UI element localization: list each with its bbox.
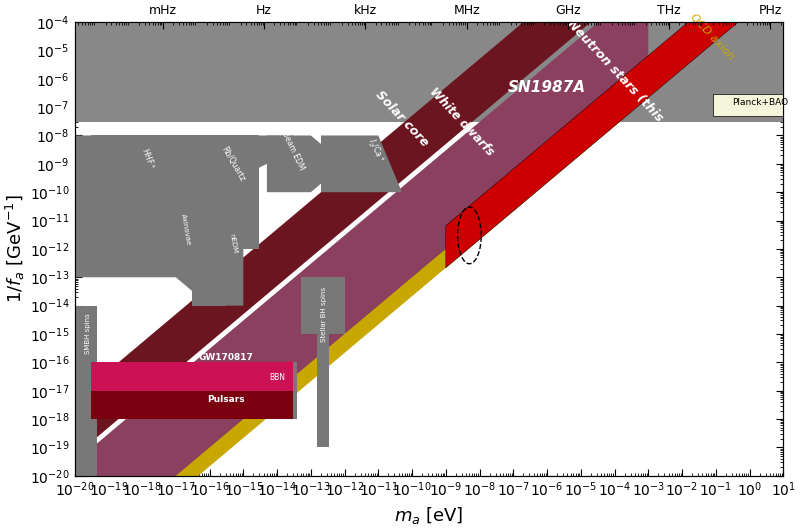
Polygon shape — [158, 136, 293, 192]
Polygon shape — [74, 17, 783, 504]
Polygon shape — [74, 363, 298, 419]
Text: HHF$^+$: HHF$^+$ — [138, 146, 158, 172]
Polygon shape — [74, 306, 97, 419]
Text: Planck+BAO: Planck+BAO — [732, 98, 788, 107]
Polygon shape — [267, 136, 345, 192]
Text: Axinovae: Axinovae — [180, 213, 192, 245]
Text: SMBH spins: SMBH spins — [85, 314, 91, 355]
Polygon shape — [74, 419, 97, 476]
Text: Pulsars: Pulsars — [207, 395, 245, 404]
Text: Neutron stars (this work): Neutron stars (this work) — [565, 17, 697, 157]
Text: Rb/Quartz: Rb/Quartz — [219, 145, 246, 183]
Y-axis label: $1/f_a$ [GeV$^{-1}$]: $1/f_a$ [GeV$^{-1}$] — [4, 195, 27, 303]
Polygon shape — [321, 136, 402, 192]
Polygon shape — [74, 22, 648, 504]
Polygon shape — [74, 22, 783, 122]
Polygon shape — [446, 13, 783, 268]
Text: $I_2$/Ca$^+$: $I_2$/Ca$^+$ — [364, 136, 386, 165]
Polygon shape — [317, 277, 329, 447]
Polygon shape — [74, 22, 598, 456]
Text: GW170817: GW170817 — [198, 353, 253, 362]
Polygon shape — [90, 391, 293, 419]
Text: QCD axion: QCD axion — [689, 12, 736, 62]
Text: Solar core: Solar core — [373, 88, 431, 149]
Polygon shape — [74, 164, 243, 306]
Polygon shape — [301, 277, 345, 334]
Polygon shape — [74, 136, 186, 220]
Polygon shape — [90, 136, 259, 306]
Text: Beam EDM: Beam EDM — [280, 130, 306, 171]
Polygon shape — [713, 94, 783, 116]
Text: SN1987A: SN1987A — [508, 80, 586, 95]
Text: Stellar BH spins: Stellar BH spins — [322, 287, 327, 342]
Text: BBN: BBN — [269, 373, 285, 382]
Text: White dwarfs: White dwarfs — [427, 85, 497, 158]
Polygon shape — [90, 363, 293, 391]
Text: nEDM: nEDM — [229, 234, 238, 254]
X-axis label: $m_a$ [eV]: $m_a$ [eV] — [394, 505, 464, 526]
